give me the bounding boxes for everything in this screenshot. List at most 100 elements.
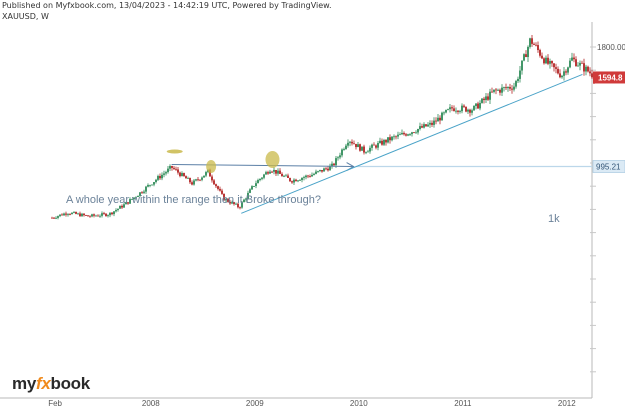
candle-body	[275, 169, 277, 174]
candle-body	[557, 68, 559, 74]
candle-body	[421, 126, 423, 128]
candle-body	[531, 38, 533, 44]
candle-body	[443, 112, 445, 114]
candle-body	[439, 117, 441, 121]
candle-body	[195, 179, 197, 181]
candle-body	[299, 179, 301, 181]
candle-body	[321, 169, 323, 172]
candle-body	[219, 188, 221, 191]
candle-body	[107, 215, 109, 217]
candle-body	[355, 143, 357, 148]
highlight-mark	[265, 151, 280, 169]
y-axis-ticks	[590, 46, 596, 373]
candle-body	[335, 158, 337, 166]
candle-body	[395, 136, 397, 138]
candle-body	[359, 144, 361, 151]
candle-body	[287, 175, 289, 178]
candle-body	[215, 184, 217, 187]
myfxbook-logo: myfxbook	[12, 374, 90, 393]
candle-body	[67, 214, 69, 215]
candle-body	[173, 167, 175, 169]
candle-body	[225, 198, 227, 201]
candle-body	[481, 98, 483, 103]
candle-body	[91, 214, 93, 217]
candle-body	[61, 214, 63, 216]
candle-body	[385, 140, 387, 143]
candle-body	[391, 136, 393, 141]
candle-body	[211, 176, 213, 181]
candle-body	[497, 89, 499, 91]
candle-body	[265, 172, 267, 175]
candle-body	[277, 170, 279, 174]
candle-body	[95, 215, 97, 217]
candle-body	[551, 60, 553, 64]
candle-body	[89, 216, 91, 218]
candle-body	[57, 216, 59, 218]
candle-body	[253, 186, 255, 187]
candle-body	[205, 172, 207, 176]
candle-body	[539, 50, 541, 56]
y-tick-label: 1800.00	[597, 43, 625, 52]
candle-body	[559, 73, 561, 78]
candle-body	[171, 166, 173, 168]
candle-body	[501, 87, 503, 93]
candle-body	[317, 170, 319, 172]
candle-body	[297, 180, 299, 182]
candle-body	[231, 202, 233, 204]
candle-body	[451, 107, 453, 109]
candle-body	[183, 173, 185, 177]
candle-body	[69, 214, 71, 215]
candle-body	[587, 66, 589, 72]
candle-body	[517, 78, 519, 82]
candle-body	[437, 117, 439, 122]
candle-body	[457, 110, 459, 112]
candle-body	[113, 211, 115, 215]
candle-body	[83, 213, 85, 216]
candle-body	[177, 169, 179, 173]
candle-body	[563, 71, 565, 76]
candle-body	[363, 146, 365, 153]
candle-body	[123, 204, 125, 208]
candle-body	[175, 168, 177, 170]
candle-body	[479, 102, 481, 109]
candle-body	[441, 112, 443, 121]
candle-body	[471, 110, 473, 113]
candle-body	[221, 190, 223, 194]
candle-body	[579, 62, 581, 66]
candle-body	[247, 192, 249, 199]
candle-body	[379, 140, 381, 144]
candle-body	[465, 106, 467, 112]
x-tick-label: 2009	[246, 399, 264, 408]
candle-body	[165, 172, 167, 174]
candle-body	[267, 172, 269, 174]
candle-body	[535, 44, 537, 46]
candle-body	[349, 141, 351, 143]
candle-body	[561, 75, 563, 78]
candle-body	[499, 89, 501, 93]
candle-body	[147, 185, 149, 187]
candle-body	[503, 87, 505, 88]
candle-body	[79, 213, 81, 217]
candle-body	[473, 105, 475, 111]
x-tick-label: Feb	[48, 399, 62, 408]
candle-body	[337, 157, 339, 159]
candle-body	[565, 71, 567, 73]
candle-body	[339, 155, 341, 158]
candle-body	[241, 202, 243, 208]
candle-body	[301, 177, 303, 180]
candle-body	[423, 124, 425, 128]
candle-body	[351, 141, 353, 144]
candle-body	[319, 169, 321, 171]
candle-body	[393, 136, 395, 138]
candle-body	[77, 213, 79, 215]
drawings: A whole year within the range then it Br…	[66, 74, 592, 225]
candle-body	[121, 205, 123, 208]
candle-body	[387, 137, 389, 143]
x-tick-label: 2012	[558, 399, 576, 408]
candle-body	[263, 174, 265, 178]
candle-body	[249, 189, 251, 193]
candle-body	[137, 195, 139, 198]
candle-body	[401, 132, 403, 135]
candle-body	[371, 144, 373, 148]
